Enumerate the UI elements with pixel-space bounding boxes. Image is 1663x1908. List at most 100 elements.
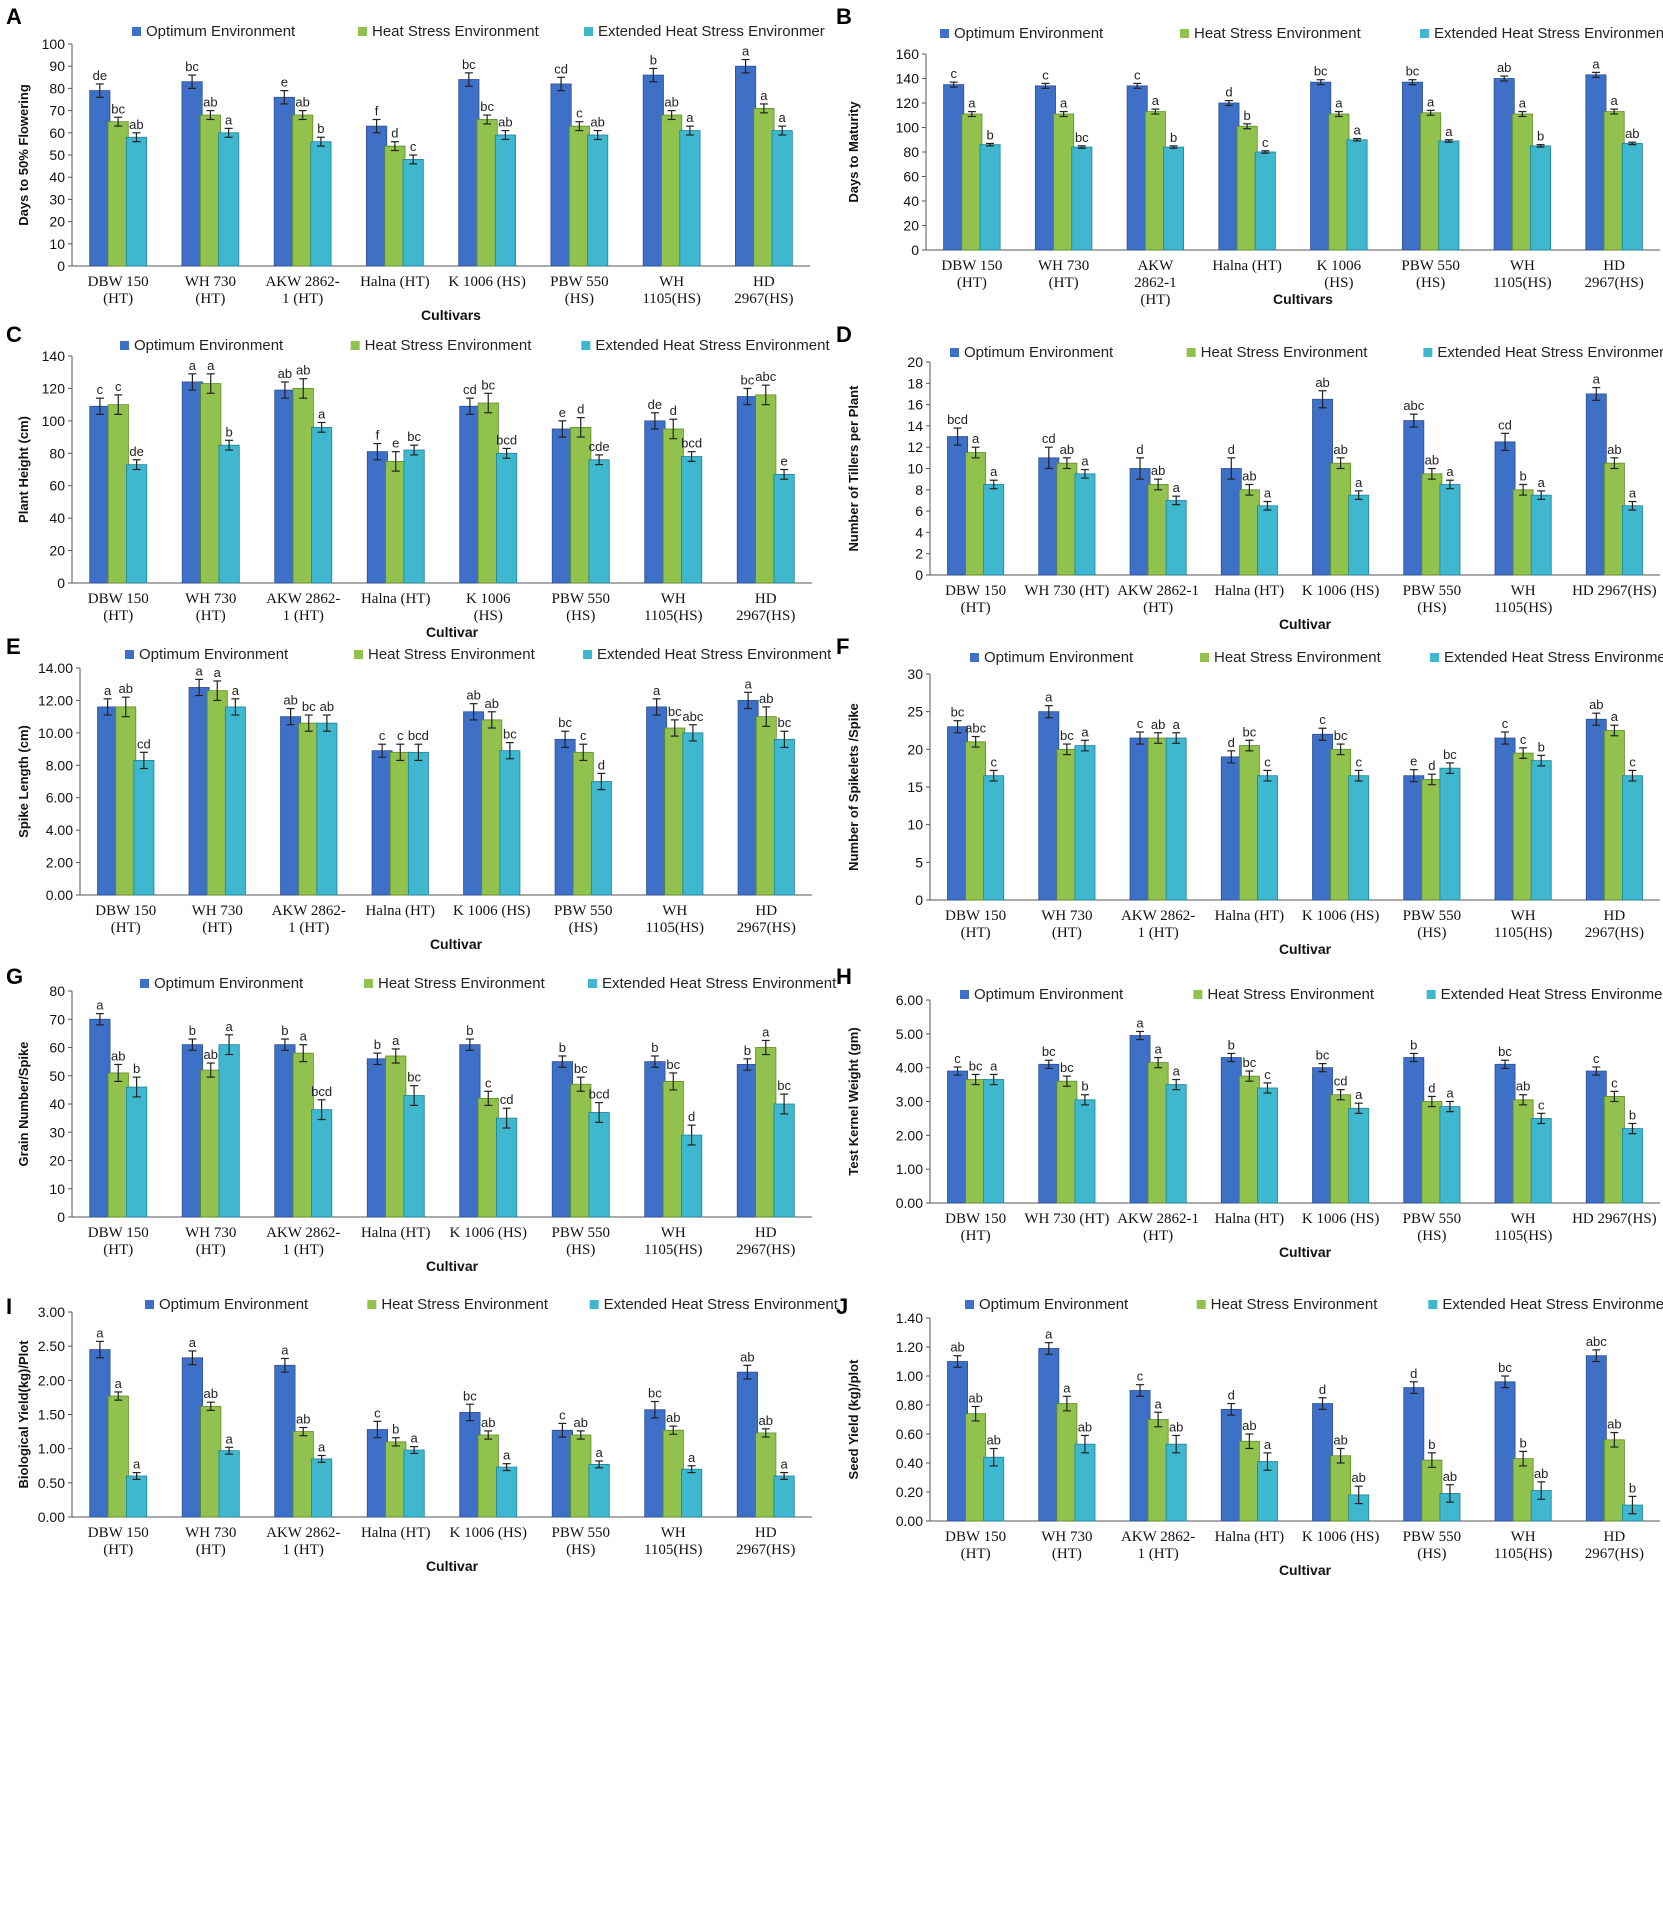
x-category-label: 2967(HS) xyxy=(737,920,796,936)
bar-1 xyxy=(1585,718,1607,901)
bar-1 xyxy=(551,1061,573,1218)
significance-letter: b xyxy=(1170,130,1177,145)
significance-letter: bc xyxy=(666,1057,680,1072)
significance-letter: b xyxy=(189,1023,196,1038)
significance-letter: a xyxy=(1592,56,1600,71)
x-category-label: WH xyxy=(1510,258,1535,274)
significance-letter: bcd xyxy=(496,432,517,447)
bar-3 xyxy=(983,775,1005,901)
x-category-label: DBW 150 xyxy=(941,258,1002,274)
significance-letter: b xyxy=(1428,1437,1435,1452)
significance-letter: ab xyxy=(1425,453,1439,468)
bar-2 xyxy=(1147,1062,1169,1204)
legend-label-1: Optimum Environment xyxy=(134,337,284,354)
x-category-label: WH xyxy=(1511,1211,1536,1227)
bar-2 xyxy=(1330,748,1352,901)
significance-letter: a xyxy=(1155,1042,1163,1057)
x-axis-title: Cultivars xyxy=(1273,291,1333,307)
y-axis-title: Number of Tillers per Plant xyxy=(846,385,861,552)
legend-swatch-1 xyxy=(960,990,969,999)
y-tick-label: 5 xyxy=(915,854,923,870)
significance-letter: ab xyxy=(1242,1418,1256,1433)
y-tick-label: 80 xyxy=(903,144,919,160)
legend-swatch-2 xyxy=(1180,29,1189,38)
legend-swatch-3 xyxy=(1420,29,1429,38)
significance-letter: bcd xyxy=(681,436,702,451)
significance-letter: a xyxy=(225,1431,233,1446)
bar-2 xyxy=(965,1413,987,1522)
significance-letter: c xyxy=(379,728,386,743)
significance-letter: a xyxy=(990,1058,998,1073)
y-tick-label: 8.00 xyxy=(46,757,73,773)
significance-letter: b xyxy=(1244,108,1251,123)
y-tick-label: 40 xyxy=(49,1096,65,1112)
significance-letter: a xyxy=(207,358,215,373)
significance-letter: a xyxy=(779,110,787,125)
bar-1 xyxy=(366,451,388,584)
significance-letter: bc xyxy=(1406,64,1420,79)
significance-letter: abc xyxy=(682,709,703,724)
panel-g-letter: G xyxy=(6,964,23,989)
y-tick-label: 30 xyxy=(907,666,923,682)
legend-swatch-1 xyxy=(970,653,979,662)
y-tick-label: 0.00 xyxy=(896,1195,923,1211)
bar-2 xyxy=(755,716,777,896)
bar-3 xyxy=(126,464,148,584)
bar-2 xyxy=(1328,113,1350,251)
y-tick-label: 0 xyxy=(911,242,919,258)
significance-letter: ab xyxy=(320,699,334,714)
significance-letter: ab xyxy=(481,1415,495,1430)
x-category-label: DBW 150 xyxy=(945,1529,1006,1545)
bar-2 xyxy=(107,1072,129,1218)
bar-2 xyxy=(661,114,683,267)
bar-3 xyxy=(125,136,147,267)
significance-letter: bc xyxy=(1316,1048,1330,1063)
bar-3 xyxy=(588,459,610,584)
x-category-label: WH xyxy=(659,274,684,290)
x-category-label: HD xyxy=(1604,1529,1626,1545)
y-tick-label: 20 xyxy=(49,1153,65,1169)
bar-3 xyxy=(983,1456,1005,1522)
bar-1 xyxy=(1493,78,1515,251)
significance-letter: bc xyxy=(480,99,494,114)
bar-1 xyxy=(273,96,295,267)
significance-letter: a xyxy=(214,665,222,680)
significance-letter: bc xyxy=(1060,728,1074,743)
x-category-label: (HT) xyxy=(1052,925,1082,941)
significance-letter: bc xyxy=(648,1386,662,1401)
significance-letter: a xyxy=(281,1342,289,1357)
significance-letter: a xyxy=(1355,475,1363,490)
x-category-label: 1 (HT) xyxy=(1138,925,1179,941)
bar-1 xyxy=(1220,468,1242,576)
bar-3 xyxy=(1530,760,1552,901)
bar-3 xyxy=(681,456,703,584)
significance-letter: ab xyxy=(574,1415,588,1430)
legend-swatch-3 xyxy=(1423,348,1433,357)
bar-2 xyxy=(1053,113,1075,251)
bar-3 xyxy=(1074,1443,1096,1522)
bar-1 xyxy=(371,750,393,896)
x-category-label: (HT) xyxy=(961,600,991,616)
y-tick-label: 0.50 xyxy=(38,1475,65,1491)
significance-letter: bcd xyxy=(589,1087,610,1102)
bar-2 xyxy=(1603,730,1625,901)
significance-letter: b xyxy=(1520,1435,1527,1450)
bar-1 xyxy=(644,1061,666,1218)
x-category-label: DBW 150 xyxy=(945,1211,1006,1227)
significance-letter: a xyxy=(1335,96,1343,111)
significance-letter: d xyxy=(1428,758,1435,773)
significance-letter: a xyxy=(595,1445,603,1460)
significance-letter: ab xyxy=(1589,697,1603,712)
bar-1 xyxy=(943,84,965,251)
significance-letter: a xyxy=(96,998,104,1013)
significance-letter: a xyxy=(392,1033,400,1048)
y-tick-label: 6.00 xyxy=(46,790,73,806)
significance-letter: ab xyxy=(296,1411,310,1426)
significance-letter: c xyxy=(1134,67,1141,82)
y-axis-title: Number of Spikelets /Spike xyxy=(846,703,861,871)
panel-i: I Optimum Environment Heat Stress Environm… xyxy=(6,1294,839,1574)
x-category-label: WH xyxy=(661,1225,686,1241)
bar-2 xyxy=(292,1431,314,1518)
bar-3 xyxy=(588,1463,610,1518)
bar-2 xyxy=(200,1405,222,1518)
